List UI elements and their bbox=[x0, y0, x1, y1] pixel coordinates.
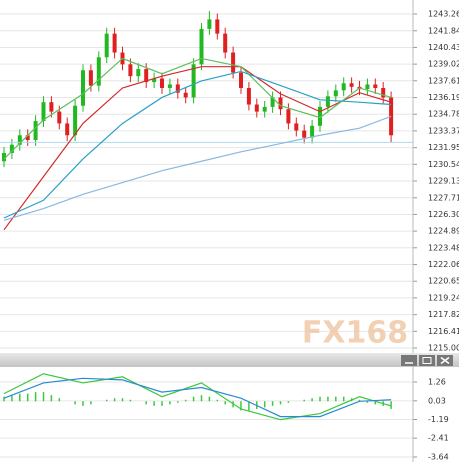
candle-body bbox=[294, 123, 299, 131]
candle-body bbox=[262, 106, 267, 112]
candle-body bbox=[278, 97, 283, 110]
candle-body bbox=[17, 135, 22, 145]
y-tick-label: 1223.48 bbox=[428, 243, 459, 252]
candle-body bbox=[207, 19, 212, 29]
indicator-line bbox=[3, 377, 392, 418]
candle-body bbox=[41, 102, 46, 122]
candle-body bbox=[318, 106, 322, 126]
candle-body bbox=[310, 125, 315, 138]
indicator-line bbox=[3, 70, 392, 219]
candle-body bbox=[144, 69, 149, 83]
candle-body bbox=[349, 83, 354, 87]
candle-body bbox=[325, 96, 330, 107]
y-tick-label: 1237.61 bbox=[428, 76, 459, 85]
y-tick-label: 1217.82 bbox=[428, 310, 459, 319]
y-tick-label: 1229.13 bbox=[428, 177, 459, 186]
macd-plot bbox=[0, 373, 413, 458]
y-tick-label: 1230.54 bbox=[428, 160, 459, 169]
candle-body bbox=[302, 130, 307, 138]
y-tick-label: 0.03 bbox=[428, 396, 446, 405]
y-tick-label: -1.19 bbox=[428, 415, 449, 424]
candle-body bbox=[254, 104, 259, 112]
candle-body bbox=[286, 109, 291, 124]
y-tick-label: 1233.37 bbox=[428, 126, 459, 135]
candle-body bbox=[152, 78, 157, 83]
y-tick-label: 1236.19 bbox=[428, 93, 459, 102]
y-tick-label: -2.41 bbox=[428, 434, 449, 443]
y-tick-label: 1219.24 bbox=[428, 293, 459, 302]
y-tick-label: 1243.26 bbox=[428, 10, 459, 19]
y-tick-label: -3.64 bbox=[428, 453, 449, 462]
y-tick-label: 1231.95 bbox=[428, 143, 459, 152]
candle-body bbox=[167, 84, 172, 88]
candle-body bbox=[365, 84, 370, 90]
axes: 1243.26 1241.84 1240.43 1239.02 1237.61 1236.… bbox=[413, 10, 459, 462]
candle-body bbox=[33, 121, 38, 140]
candle-body bbox=[57, 111, 62, 124]
candle-body bbox=[49, 102, 54, 112]
window-buttons bbox=[401, 355, 453, 366]
candle-body bbox=[9, 144, 14, 153]
y-tick-label: 1241.84 bbox=[428, 26, 459, 35]
candle-body bbox=[73, 105, 78, 136]
price-plot bbox=[0, 11, 413, 349]
y-tick-label: 1240.43 bbox=[428, 43, 459, 52]
candle-body bbox=[96, 57, 101, 86]
y-tick-label: 1226.30 bbox=[428, 210, 459, 219]
y-tick-label: 1215.00 bbox=[428, 344, 459, 353]
y-tick-label: 1239.02 bbox=[428, 60, 459, 69]
candle-body bbox=[231, 52, 236, 73]
maximize-button[interactable] bbox=[419, 355, 435, 366]
indicator-line bbox=[3, 115, 392, 221]
candle-body bbox=[239, 72, 243, 88]
minimize-button[interactable] bbox=[401, 355, 417, 366]
y-tick-label: 1220.65 bbox=[428, 277, 459, 286]
candle-body bbox=[160, 78, 164, 88]
candle-body bbox=[223, 33, 228, 53]
y-tick-label: 1222.06 bbox=[428, 260, 459, 269]
candle-body bbox=[373, 84, 378, 88]
candle-body bbox=[199, 28, 204, 65]
y-tick-label: 1.26 bbox=[428, 378, 446, 387]
candle-body bbox=[65, 123, 70, 136]
indicator-line bbox=[3, 57, 392, 160]
candle-body bbox=[389, 97, 394, 136]
candle-body bbox=[25, 135, 30, 140]
y-tick-label: 1216.41 bbox=[428, 327, 459, 336]
y-tick-label: 1227.71 bbox=[428, 193, 459, 202]
candle-body bbox=[175, 84, 180, 93]
candle-body bbox=[381, 87, 386, 98]
candle-body bbox=[88, 70, 93, 86]
panel-separator bbox=[0, 353, 459, 367]
candle-body bbox=[270, 97, 275, 107]
y-tick-label: 1234.78 bbox=[428, 110, 459, 119]
candle-body bbox=[128, 64, 133, 77]
candle-body bbox=[183, 92, 188, 98]
candle-body bbox=[2, 152, 6, 162]
candle-body bbox=[104, 33, 109, 58]
candle-body bbox=[333, 90, 338, 97]
icon bbox=[422, 357, 432, 364]
candle-body bbox=[81, 70, 85, 106]
candle-body bbox=[136, 69, 141, 77]
candle-body bbox=[215, 19, 220, 34]
icon bbox=[440, 356, 450, 365]
y-tick-label: 1224.89 bbox=[428, 227, 459, 236]
candle-body bbox=[191, 64, 196, 98]
candle-body bbox=[341, 83, 346, 91]
candle-body bbox=[112, 33, 117, 53]
candle-body bbox=[246, 87, 251, 105]
indicator-line bbox=[3, 66, 392, 231]
watermark: FX168 bbox=[302, 316, 408, 351]
